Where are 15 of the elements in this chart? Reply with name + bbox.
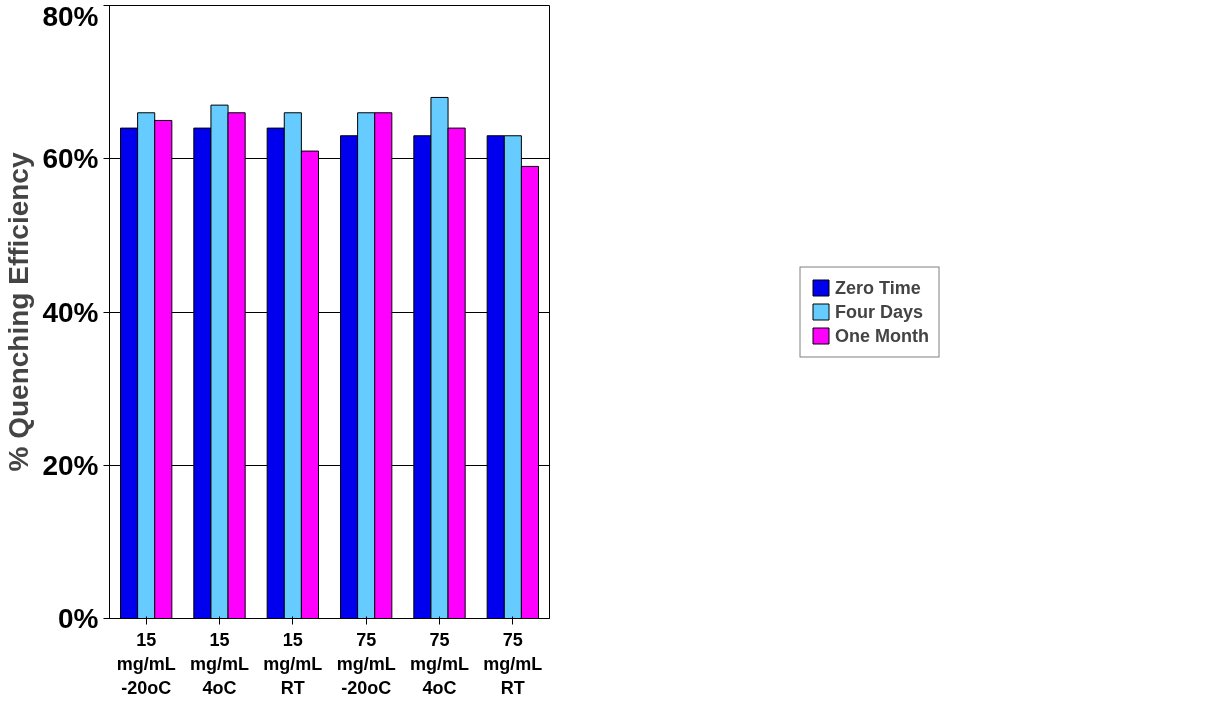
y-tick-label: 60%	[42, 143, 99, 175]
x-tick-label: 75 mg/mL RT	[483, 629, 543, 698]
x-tick-label: 15 mg/mL -20oC	[116, 629, 176, 698]
x-tick-label: 75 mg/mL 4oC	[410, 629, 470, 698]
y-tick-label: 40%	[42, 296, 99, 328]
legend-label: Four Days	[835, 301, 924, 322]
y-tick-label: 0%	[58, 603, 99, 634]
legend-label: One Month	[835, 325, 929, 346]
x-tick-label: 15 mg/mL 4oC	[190, 629, 250, 698]
y-tick-label: 80%	[42, 0, 99, 32]
legend-label: Zero Time	[835, 277, 921, 298]
x-tick-label: 75 mg/mL -20oC	[336, 629, 396, 698]
x-tick-label: 15 mg/mL RT	[263, 629, 323, 698]
y-axis-title: % Quenching Efficiency	[3, 152, 35, 472]
y-tick-label: 20%	[42, 449, 99, 481]
